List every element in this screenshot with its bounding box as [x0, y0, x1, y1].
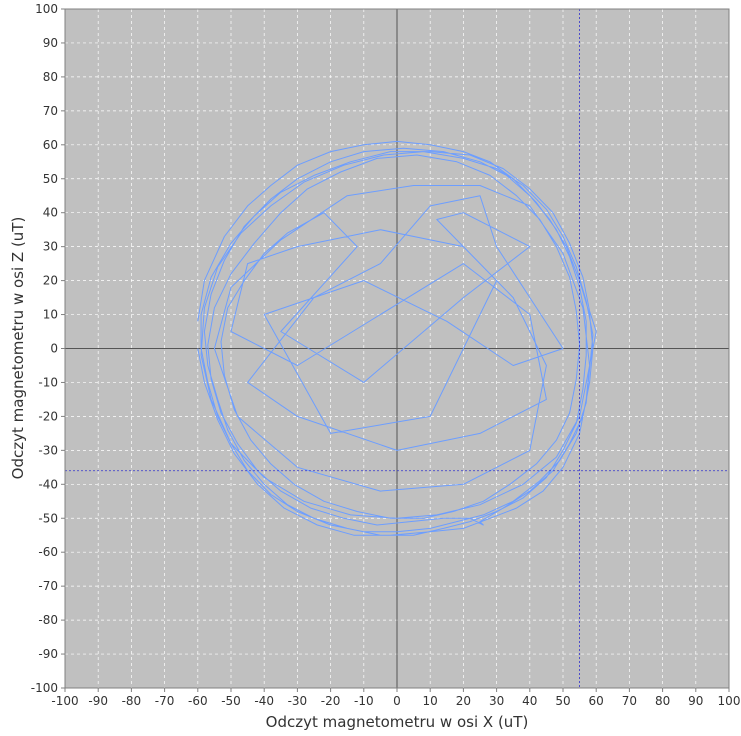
x-tick-label: 80	[655, 694, 670, 708]
y-tick-label: -50	[38, 511, 58, 525]
x-tick-label: -90	[88, 694, 108, 708]
x-tick-label: -60	[188, 694, 208, 708]
x-tick-label: 90	[688, 694, 703, 708]
y-tick-label: -40	[38, 477, 58, 491]
x-tick-label: 40	[522, 694, 537, 708]
y-tick-label: 70	[43, 104, 58, 118]
y-tick-label: 60	[43, 138, 58, 152]
x-tick-label: -20	[321, 694, 341, 708]
series-line	[197, 140, 597, 536]
y-tick-label: -80	[38, 613, 58, 627]
x-tick-label: -30	[288, 694, 308, 708]
x-tick-label: -50	[221, 694, 241, 708]
y-tick-label: 10	[43, 308, 58, 322]
x-tick-label: 50	[555, 694, 570, 708]
y-tick-label: 100	[35, 2, 58, 16]
x-tick-label: -40	[254, 694, 274, 708]
x-tick-label: 0	[393, 694, 401, 708]
y-tick-label: 90	[43, 36, 58, 50]
x-tick-label: 70	[622, 694, 637, 708]
x-tick-label: 100	[718, 694, 741, 708]
x-tick-label: -80	[122, 694, 142, 708]
y-tick-label: 20	[43, 274, 58, 288]
y-axis-title: Odczyt magnetometru w osi Z (uT)	[9, 217, 27, 480]
x-tick-label: -70	[155, 694, 175, 708]
y-tick-label: -70	[38, 579, 58, 593]
x-axis-title: Odczyt magnetometru w osi X (uT)	[266, 713, 529, 731]
x-tick-label: -100	[51, 694, 78, 708]
y-tick-label: -90	[38, 647, 58, 661]
x-tick-label: 30	[489, 694, 504, 708]
y-tick-label: -30	[38, 443, 58, 457]
x-tick-label: 10	[423, 694, 438, 708]
x-tick-label: 20	[456, 694, 471, 708]
x-tick-label: 60	[589, 694, 604, 708]
y-tick-label: -60	[38, 545, 58, 559]
y-tick-label: 30	[43, 240, 58, 254]
y-tick-label: 80	[43, 70, 58, 84]
y-tick-label: 40	[43, 206, 58, 220]
y-tick-label: 50	[43, 172, 58, 186]
y-tick-label: 0	[50, 342, 58, 356]
y-tick-label: -100	[31, 681, 58, 695]
x-tick-label: -10	[354, 694, 374, 708]
y-tick-label: -20	[38, 409, 58, 423]
y-tick-label: -10	[38, 375, 58, 389]
